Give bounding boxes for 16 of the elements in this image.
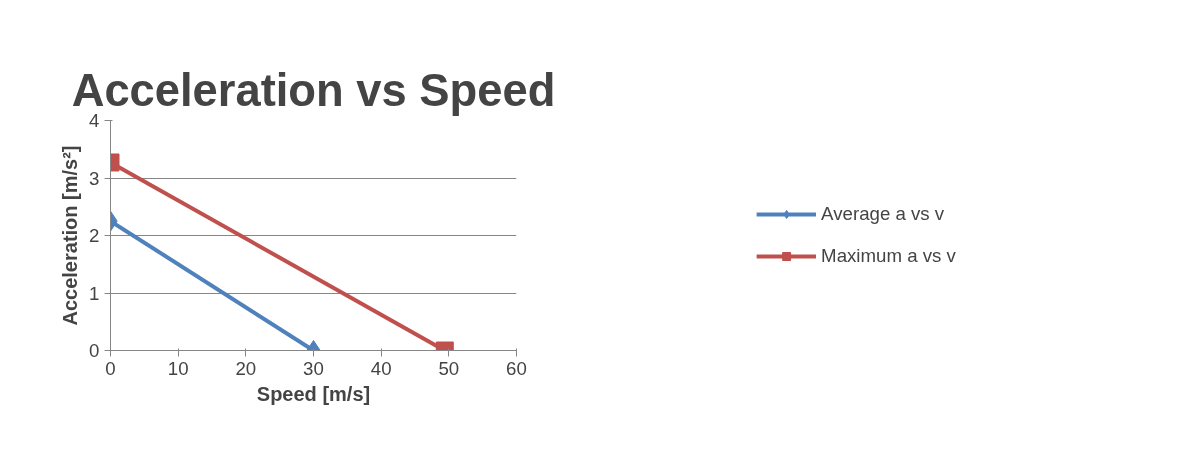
y-tick-label: 2 [89, 225, 100, 246]
x-tick-label: 0 [105, 357, 116, 379]
x-tick-label: 60 [506, 357, 527, 379]
x-tick-label: 10 [167, 357, 189, 379]
x-axis-title: Speed [m/s] [256, 382, 371, 405]
y-tick-label: 3 [89, 167, 100, 189]
x-tick-label: 50 [438, 357, 460, 379]
y-axis-title: Acceleration [m/s²] [59, 145, 82, 326]
y-tick-label: 1 [89, 282, 100, 304]
legend-label: Maximum a vs v [821, 245, 956, 267]
y-tick-label: 0 [89, 340, 100, 361]
x-tick-label: 40 [370, 357, 392, 379]
legend-label: Average a vs v [821, 203, 945, 225]
y-tick-label: 4 [89, 110, 100, 131]
x-tick-label: 30 [303, 357, 324, 379]
x-tick-label: 20 [235, 357, 257, 379]
